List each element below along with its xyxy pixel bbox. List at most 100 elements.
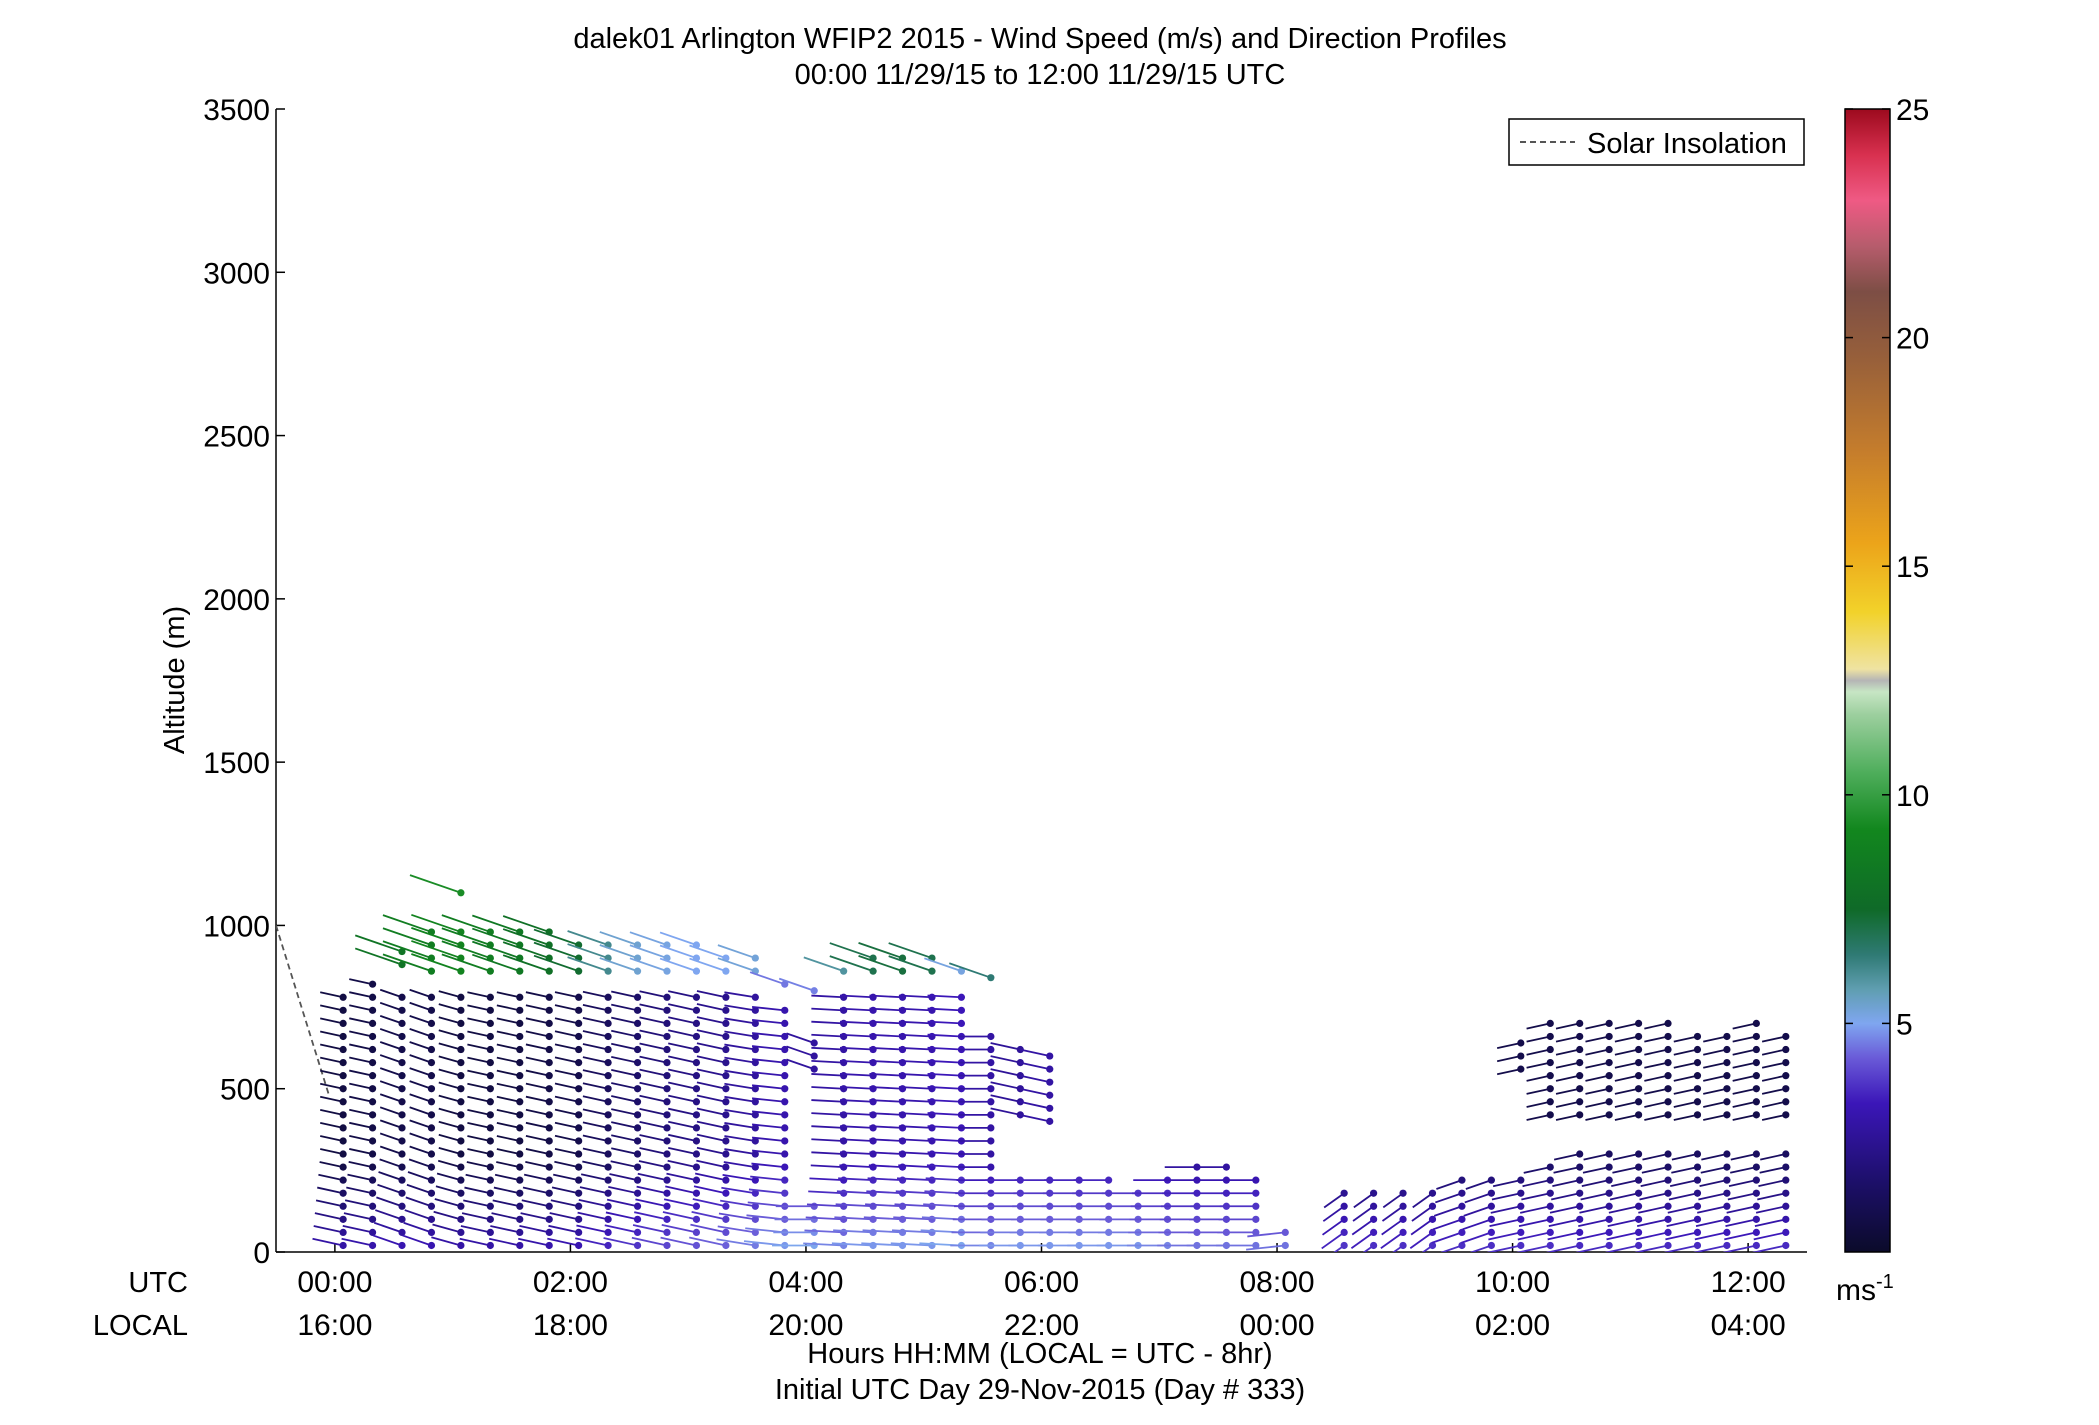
wind-barb-stem <box>839 1073 874 1077</box>
wind-barb-stem <box>438 1055 462 1064</box>
wind-barb-stem <box>611 1121 638 1129</box>
wind-barb-stem <box>554 1134 579 1142</box>
wind-barb-stem <box>320 1148 344 1155</box>
wind-barb-point <box>575 1124 583 1132</box>
wind-barb-stem <box>554 1121 579 1129</box>
wind-barb-stem <box>611 1134 638 1142</box>
wind-barb-point <box>1752 1176 1760 1184</box>
wind-barb-stem <box>379 1093 403 1103</box>
wind-barb-stem <box>1761 1100 1786 1108</box>
wind-barb-stem <box>502 954 550 972</box>
wind-barb-stem <box>1585 1035 1610 1043</box>
wind-barb-point <box>751 1137 759 1145</box>
wind-barb-point <box>1576 1241 1584 1250</box>
wind-barb-point <box>1664 1032 1672 1041</box>
wind-barb-stem <box>717 1225 756 1234</box>
wind-barb-stem <box>836 1190 874 1195</box>
wind-barb-point <box>427 1189 436 1197</box>
wind-barb-point <box>516 993 524 1001</box>
wind-barb-stem <box>1526 1022 1551 1030</box>
wind-barb-point <box>1605 1111 1613 1119</box>
wind-barb-stem <box>554 991 579 999</box>
wind-barb-point <box>1693 1032 1702 1041</box>
wind-barb-stem <box>724 1135 756 1142</box>
wind-barb-stem <box>320 1069 344 1077</box>
wind-barb-stem <box>631 1236 668 1247</box>
wind-barb-stem <box>1465 1179 1492 1190</box>
wind-barb-stem <box>1526 1113 1551 1121</box>
wind-barb-stem <box>320 1030 344 1038</box>
wind-barb-stem <box>1491 1192 1522 1201</box>
wind-barb-stem <box>838 1177 874 1182</box>
wind-barb-stem <box>411 913 462 933</box>
local-row-label: LOCAL <box>93 1310 188 1342</box>
wind-barb-stem <box>661 1223 697 1234</box>
wind-barb-stem <box>354 934 403 953</box>
wind-barb-point <box>486 1019 494 1027</box>
wind-barb-stem <box>349 1108 373 1116</box>
wind-barb-point <box>575 1072 583 1080</box>
wind-barb-stem <box>869 1033 903 1038</box>
wind-barb-stem <box>349 1095 373 1103</box>
wind-barb-stem <box>1703 1100 1728 1108</box>
wind-barb-stem <box>1526 1074 1551 1082</box>
wind-barb-point <box>575 1098 583 1106</box>
wind-barb-point <box>692 1058 701 1067</box>
wind-barb-stem <box>320 1122 344 1129</box>
wind-barb-stem <box>869 994 903 999</box>
wind-barb-stem <box>525 1108 550 1116</box>
wind-barb-point <box>604 1137 612 1145</box>
wind-barb-point <box>722 1085 730 1093</box>
wind-barb-point <box>1576 1176 1584 1184</box>
wind-barb-point <box>1664 1058 1672 1067</box>
wind-barb-stem <box>778 977 815 992</box>
wind-barb-stem <box>372 1234 403 1247</box>
wind-barb-point <box>575 1150 583 1158</box>
utc-tick-label: 06:00 <box>1004 1266 1079 1299</box>
wind-barb-stem <box>1698 1192 1728 1201</box>
wind-barb-point <box>1517 1241 1525 1250</box>
wind-barb-stem <box>554 1160 579 1168</box>
wind-barb-stem <box>990 1107 1021 1116</box>
wind-barb-stem <box>1555 1048 1580 1056</box>
wind-barb-stem <box>696 1003 727 1012</box>
wind-barb-stem <box>1516 1244 1551 1252</box>
colorbar-tick-label: 5 <box>1896 1008 1913 1041</box>
wind-barb-stem <box>1555 1087 1580 1095</box>
wind-barb-point <box>457 1019 465 1027</box>
wind-barb-point <box>1752 1111 1760 1119</box>
wind-barb-point <box>1605 1150 1613 1158</box>
wind-barb-point <box>1664 1150 1672 1158</box>
wind-barb-point <box>1664 1085 1672 1093</box>
wind-barb-point <box>663 1150 671 1158</box>
wind-barb-point <box>1752 1202 1760 1210</box>
wind-barb-stem <box>611 1147 638 1155</box>
wind-barb-point <box>339 993 347 1001</box>
wind-barb-point <box>398 1019 406 1027</box>
wind-barb-stem <box>1518 1218 1551 1228</box>
wind-barb-stem <box>379 1028 403 1038</box>
wind-barb-stem <box>1730 1153 1757 1161</box>
wind-barb-point <box>633 967 642 975</box>
wind-barb-point <box>398 1058 406 1067</box>
wind-barb-stem <box>467 1148 491 1155</box>
wind-barb-point <box>575 1137 583 1145</box>
wind-barb-point <box>545 967 553 975</box>
wind-barb-point <box>604 1228 612 1237</box>
wind-barb-point <box>368 1202 377 1210</box>
wind-barb-stem <box>438 1042 462 1051</box>
wind-barb-stem <box>720 1199 756 1208</box>
wind-barb-stem <box>433 1210 462 1221</box>
wind-barb-point <box>368 1085 377 1093</box>
wind-barb-point <box>1546 1189 1554 1197</box>
wind-barb-point <box>575 1163 583 1171</box>
wind-barb-point <box>781 1137 789 1145</box>
wind-barb-point <box>663 1032 671 1041</box>
wind-barb-stem <box>811 1112 844 1116</box>
wind-barb-stem <box>668 1107 697 1116</box>
wind-barb-point <box>1693 1150 1702 1158</box>
wind-barb-point <box>692 1163 701 1171</box>
wind-barb-stem <box>438 1146 462 1155</box>
wind-barb-point <box>633 1006 642 1014</box>
wind-barb-point <box>633 1124 642 1132</box>
